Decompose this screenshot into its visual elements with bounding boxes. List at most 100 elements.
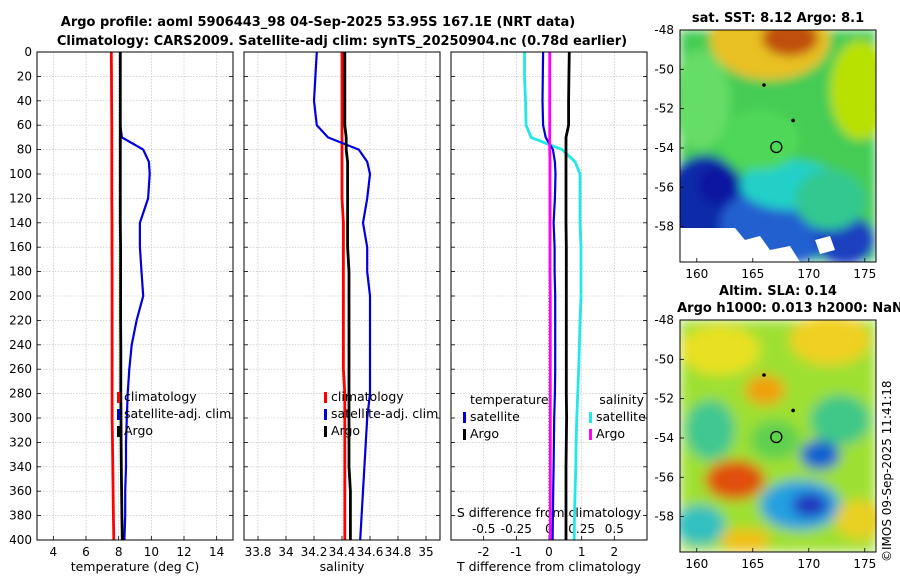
sla-map-title: Altim. SLA: 0.14 xyxy=(719,284,837,299)
series-line-salinity-argo xyxy=(548,52,552,540)
sst-field xyxy=(680,30,876,262)
map-lon-label: 160 xyxy=(685,267,708,281)
map-lat-label: -52 xyxy=(654,392,674,406)
argo-profile-marker xyxy=(770,430,783,444)
sla-map-ticks: 160 165 170 175 -48 -50 -52 -54 -56 -58 xyxy=(654,313,876,571)
map-lat-label: -50 xyxy=(654,352,674,366)
depth-tick-label: 360 xyxy=(9,484,32,498)
x-tick-label: 2 xyxy=(611,545,619,559)
depth-tick-label: 400 xyxy=(9,533,32,547)
legend-label: Argo xyxy=(124,423,153,438)
map-lat-label: -58 xyxy=(654,510,674,524)
x-tick-label: 4 xyxy=(50,545,58,559)
series-line-temperature-argo xyxy=(564,51,571,540)
depth-tick-label: 220 xyxy=(9,313,32,327)
profile-panel-1: 0 20 40 60 80 100 120 140 160 180 200 220 240 260 280 3… xyxy=(9,45,234,574)
depth-tick-label: 160 xyxy=(9,240,32,254)
profile-panels: 0204060801001201401601802002202402602803… xyxy=(9,45,648,574)
map-lon-label: 160 xyxy=(685,557,708,571)
map-lon-label: 170 xyxy=(797,267,820,281)
legend-label: satellite xyxy=(470,409,520,424)
sst-map-markers xyxy=(762,83,795,154)
imos-watermark: ©IMOS 09-Sep-2025 11:41:18 xyxy=(880,380,894,562)
sla-field xyxy=(680,320,876,552)
series-line-argo xyxy=(118,52,124,541)
sst-map: sat. SST: 8.12 Argo: 8.1 xyxy=(654,11,877,281)
depth-tick-label: 140 xyxy=(9,216,32,230)
x-axis-label: salinity xyxy=(320,559,365,574)
x-tick-label: -2 xyxy=(478,545,490,559)
x-tick-label: 34 xyxy=(278,545,293,559)
figure-title-line2: Climatology: CARS2009. Satellite-adj cli… xyxy=(57,34,627,49)
nearby-profile-dot xyxy=(791,118,795,123)
map-lon-label: 165 xyxy=(741,267,764,281)
legend-swatch xyxy=(117,409,120,420)
series-line-temperature-satellite xyxy=(523,52,583,541)
x-tick-label: 34.4 xyxy=(329,545,356,559)
sst-map-title: sat. SST: 8.12 Argo: 8.1 xyxy=(692,11,864,26)
sla-map: Altim. SLA: 0.14 Argo h1000: 0.013 h2000… xyxy=(654,284,900,571)
sst-missing-data xyxy=(680,228,800,262)
legend-label: Argo xyxy=(470,426,499,441)
x-tick-label: 34.6 xyxy=(357,545,384,559)
depth-tick-label: 240 xyxy=(9,338,32,352)
x-axis-label: temperature (deg C) xyxy=(71,559,200,574)
x-tick-label: -1 xyxy=(510,545,522,559)
legend-swatch xyxy=(324,409,327,420)
x-tick-label: 6 xyxy=(82,545,90,559)
map-lat-label: -58 xyxy=(654,220,674,234)
depth-tick-label: 0 xyxy=(24,45,32,59)
secondary-tick-label: -0.25 xyxy=(501,522,532,536)
legend-title-salinity: salinity xyxy=(599,392,644,407)
map-lat-label: -48 xyxy=(654,23,674,37)
depth-tick-label: 320 xyxy=(9,435,32,449)
map-lat-label: -48 xyxy=(654,313,674,327)
depth-tick-label: 40 xyxy=(17,94,32,108)
sst-map-frame xyxy=(679,29,877,263)
legend-title-temperature: temperature xyxy=(470,392,549,407)
x-tick-label: 1 xyxy=(578,545,586,559)
series-line-argo xyxy=(343,52,352,540)
secondary-tick-label: 0.25 xyxy=(568,522,595,536)
legend-label: satellite-adj. clim xyxy=(331,406,438,421)
map-lat-label: -54 xyxy=(654,141,674,155)
series-line-salinity-satellite xyxy=(541,51,557,541)
x-tick-label: 8 xyxy=(115,545,123,559)
depth-tick-label: 180 xyxy=(9,265,32,279)
panel-frame xyxy=(243,51,441,541)
legend-label: Argo xyxy=(596,426,625,441)
figure-title-line1: Argo profile: aoml 5906443_98 04-Sep-202… xyxy=(61,15,575,30)
depth-tick-label: 200 xyxy=(9,289,32,303)
map-lat-label: -50 xyxy=(654,62,674,76)
legend-swatch xyxy=(589,429,592,440)
secondary-tick-label: 0.5 xyxy=(605,522,624,536)
depth-tick-label: 100 xyxy=(9,167,32,181)
x-tick-label: 0 xyxy=(545,545,553,559)
legend-swatch xyxy=(463,429,466,440)
profile-panel-2: 33.8 34 34.2 34.4 34.6 34.8 35 salinity climatol… xyxy=(243,51,441,574)
sst-map-ticks: 160 165 170 175 -48 -50 -52 -54 -56 -58 xyxy=(654,23,876,281)
map-lat-label: -56 xyxy=(654,470,674,484)
x-tick-label: 10 xyxy=(144,545,159,559)
x-tick-label: 33.8 xyxy=(245,545,272,559)
series-line-climatology xyxy=(109,51,116,541)
legend-label: Argo xyxy=(331,423,360,438)
x-axis-label: T difference from climatology xyxy=(456,559,642,574)
series-line-climatology xyxy=(340,52,347,540)
map-lon-label: 175 xyxy=(853,557,876,571)
series-line-satellite-adj-clim xyxy=(312,51,372,541)
depth-tick-label: 80 xyxy=(17,143,32,157)
map-lat-label: -54 xyxy=(654,431,674,445)
legend-swatch xyxy=(463,412,466,423)
legend-label: satellite-adj. clim xyxy=(124,406,231,421)
x-tick-label: 12 xyxy=(176,545,191,559)
depth-tick-label: 60 xyxy=(17,118,32,132)
depth-tick-label: 380 xyxy=(9,509,32,523)
map-lat-label: -56 xyxy=(654,180,674,194)
x-tick-label: 35 xyxy=(418,545,433,559)
nearby-profile-dot xyxy=(791,408,795,413)
legend-swatch xyxy=(589,412,592,423)
x-tick-label: 34.2 xyxy=(301,545,328,559)
